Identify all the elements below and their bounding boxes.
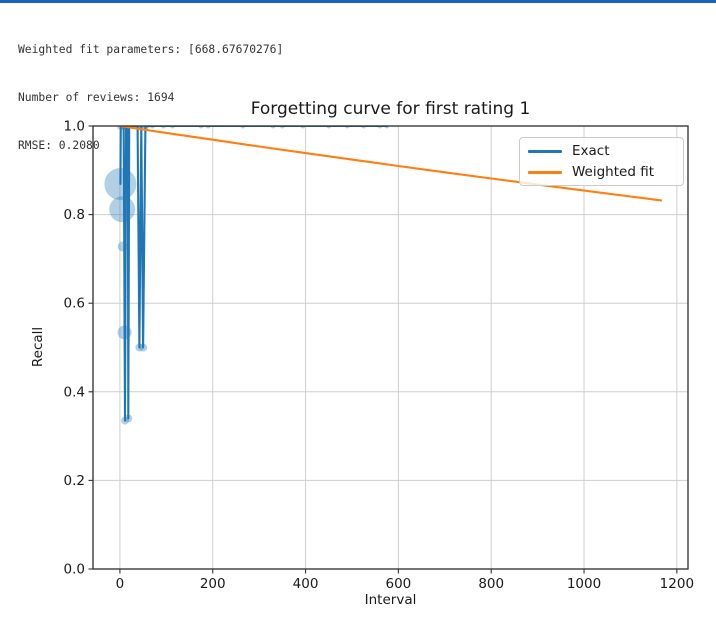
y-tick-label: 0.8 <box>64 207 85 223</box>
legend-item-exact: Exact <box>528 143 683 159</box>
y-tick-label: 0.4 <box>64 384 85 400</box>
x-tick-label: 800 <box>478 576 504 592</box>
x-tick-label: 600 <box>385 576 411 592</box>
x-axis-label: Interval <box>364 592 417 608</box>
x-tick-label: 400 <box>293 576 319 592</box>
console-line-weighted-fit-parameters: Weighted fit parameters: [668.67670276] <box>18 43 284 56</box>
x-tick-label: 200 <box>200 576 226 592</box>
legend-item-weighted-fit: Weighted fit <box>528 164 683 180</box>
weighted-fit-line-swatch <box>528 170 562 174</box>
console-line-rmse: RMSE: 0.2080 <box>18 139 100 152</box>
y-tick-label: 1.0 <box>64 119 85 135</box>
chart-title: Forgetting curve for first rating 1 <box>250 99 531 119</box>
legend-label-weighted-fit: Weighted fit <box>572 164 654 180</box>
legend-label-exact: Exact <box>572 143 610 159</box>
exact-line <box>119 126 388 422</box>
y-tick-label: 0.0 <box>64 562 85 578</box>
y-tick-label: 0.2 <box>64 473 85 489</box>
top-divider <box>0 0 716 3</box>
axes-spines <box>92 125 689 570</box>
x-tick-label: 1200 <box>660 576 694 592</box>
x-tick-label: 0 <box>116 576 125 592</box>
legend: Exact Weighted fit <box>519 137 684 186</box>
console-line-number-of-reviews: Number of reviews: 1694 <box>18 91 175 104</box>
console-output: Weighted fit parameters: [668.67670276] … <box>18 10 283 186</box>
y-tick-label: 0.6 <box>64 296 85 312</box>
x-tick-label: 1000 <box>567 576 601 592</box>
scatter-point <box>109 196 136 223</box>
weighted-fit-line <box>118 126 663 202</box>
data-layer <box>104 126 663 425</box>
exact-line-swatch <box>528 149 562 153</box>
